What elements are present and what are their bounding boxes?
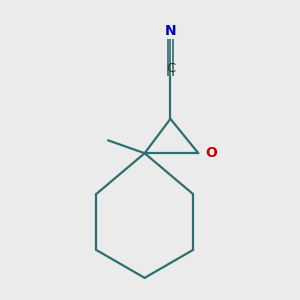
Text: O: O <box>205 146 217 160</box>
Text: C: C <box>166 62 175 75</box>
Text: N: N <box>165 24 176 38</box>
